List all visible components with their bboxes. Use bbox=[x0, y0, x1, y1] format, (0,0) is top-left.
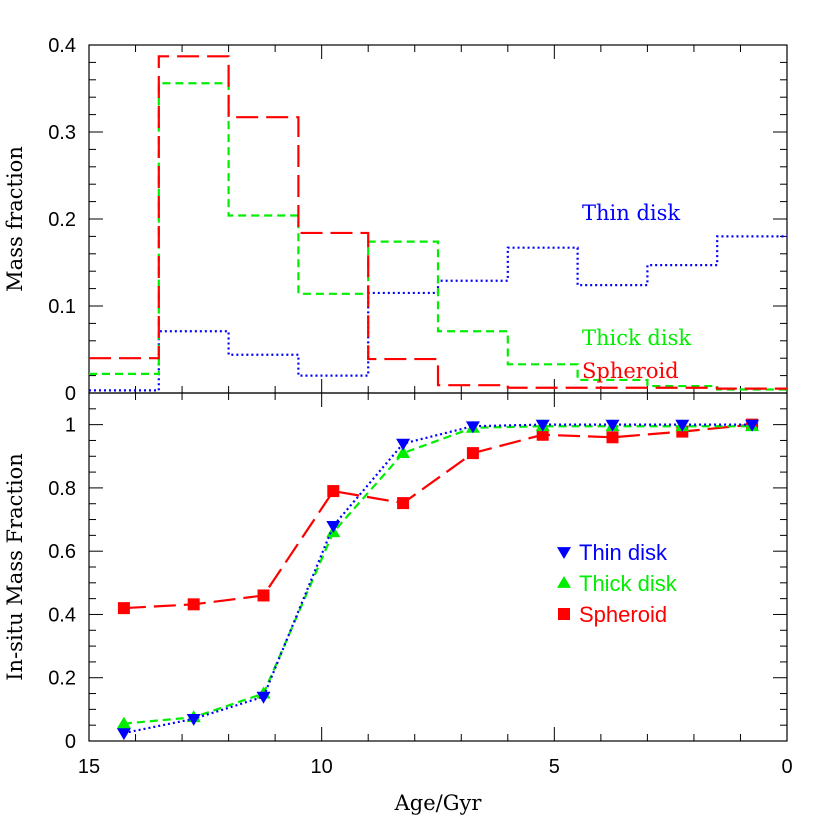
top-panel: 0 0.1 0.2 0.3 0.4 Mass fraction Thin disk Th… bbox=[3, 35, 788, 405]
bottom-panel-ticks bbox=[88, 392, 788, 742]
top-y-axis-title: Mass fraction bbox=[3, 146, 27, 292]
y-tick-label: 1 bbox=[65, 415, 76, 437]
step-line-spheroid bbox=[89, 55, 787, 390]
data-point-thick-disk bbox=[116, 716, 131, 729]
annotation-spheroid: Spheroid bbox=[582, 359, 679, 383]
bottom-panel: 0 0.2 0.4 0.6 0.8 1 15 10 5 0 In-situ Mass Fract… bbox=[3, 392, 793, 815]
data-point-spheroid bbox=[187, 598, 200, 611]
step-line-thick-disk bbox=[89, 82, 787, 391]
data-point-thin-disk bbox=[326, 520, 341, 533]
top-y-tick-labels: 0 0.1 0.2 0.3 0.4 bbox=[48, 35, 76, 405]
step-line-thin-disk bbox=[89, 235, 787, 392]
y-tick-label: 0.2 bbox=[48, 668, 76, 690]
data-point-spheroid bbox=[117, 602, 130, 615]
series-line-spheroid bbox=[123, 423, 753, 610]
data-point-thin-disk bbox=[675, 419, 690, 432]
data-point-spheroid bbox=[466, 447, 479, 460]
x-tick-label: 5 bbox=[549, 756, 560, 778]
data-point-thin-disk bbox=[116, 728, 131, 741]
annotation-thick-disk: Thick disk bbox=[582, 326, 691, 350]
top-panel-series bbox=[89, 55, 787, 392]
data-point-thin-disk bbox=[396, 438, 411, 451]
x-tick-label: 0 bbox=[781, 756, 792, 778]
bottom-panel-series bbox=[116, 418, 760, 741]
data-point-spheroid bbox=[397, 497, 410, 510]
data-point-thin-disk bbox=[186, 713, 201, 726]
legend-label-thick-disk: Thick disk bbox=[579, 571, 678, 596]
data-point-thin-disk bbox=[605, 419, 620, 432]
data-point-thin-disk bbox=[256, 691, 271, 704]
x-tick-label: 10 bbox=[311, 756, 333, 778]
y-tick-label: 0.2 bbox=[48, 209, 76, 231]
legend: Thin disk Thick disk Spheroid bbox=[557, 540, 678, 627]
bottom-panel-frame bbox=[88, 392, 788, 742]
legend-label-thin-disk: Thin disk bbox=[579, 540, 668, 565]
y-tick-label: 0 bbox=[65, 383, 76, 405]
data-point-spheroid bbox=[257, 589, 270, 602]
data-point-thin-disk bbox=[465, 421, 480, 434]
x-axis-title: Age/Gyr bbox=[394, 791, 483, 815]
y-tick-label: 0.6 bbox=[48, 541, 76, 563]
bottom-y-tick-labels: 0 0.2 0.4 0.6 0.8 1 bbox=[48, 415, 76, 753]
y-tick-label: 0.1 bbox=[48, 296, 76, 318]
y-tick-label: 0.4 bbox=[48, 604, 76, 626]
data-point-thin-disk bbox=[745, 419, 760, 432]
legend-marker-spheroid bbox=[558, 608, 570, 620]
y-tick-label: 0 bbox=[65, 731, 76, 753]
y-tick-label: 0.4 bbox=[48, 35, 76, 57]
bottom-y-axis-title: In-situ Mass Fraction bbox=[3, 453, 27, 681]
series-line-thick-disk bbox=[123, 425, 753, 725]
data-point-spheroid bbox=[536, 428, 549, 441]
y-tick-label: 0.3 bbox=[48, 122, 76, 144]
x-tick-label: 15 bbox=[78, 756, 100, 778]
annotation-thin-disk: Thin disk bbox=[582, 201, 680, 225]
y-tick-label: 0.8 bbox=[48, 478, 76, 500]
legend-marker-thin-disk bbox=[557, 547, 571, 559]
legend-label-spheroid: Spheroid bbox=[579, 602, 667, 627]
data-point-spheroid bbox=[327, 485, 340, 498]
legend-marker-thick-disk bbox=[557, 576, 571, 588]
data-point-spheroid bbox=[606, 431, 619, 444]
data-point-thin-disk bbox=[535, 419, 550, 432]
x-tick-labels: 15 10 5 0 bbox=[78, 756, 793, 778]
data-point-thick-disk bbox=[396, 446, 411, 459]
